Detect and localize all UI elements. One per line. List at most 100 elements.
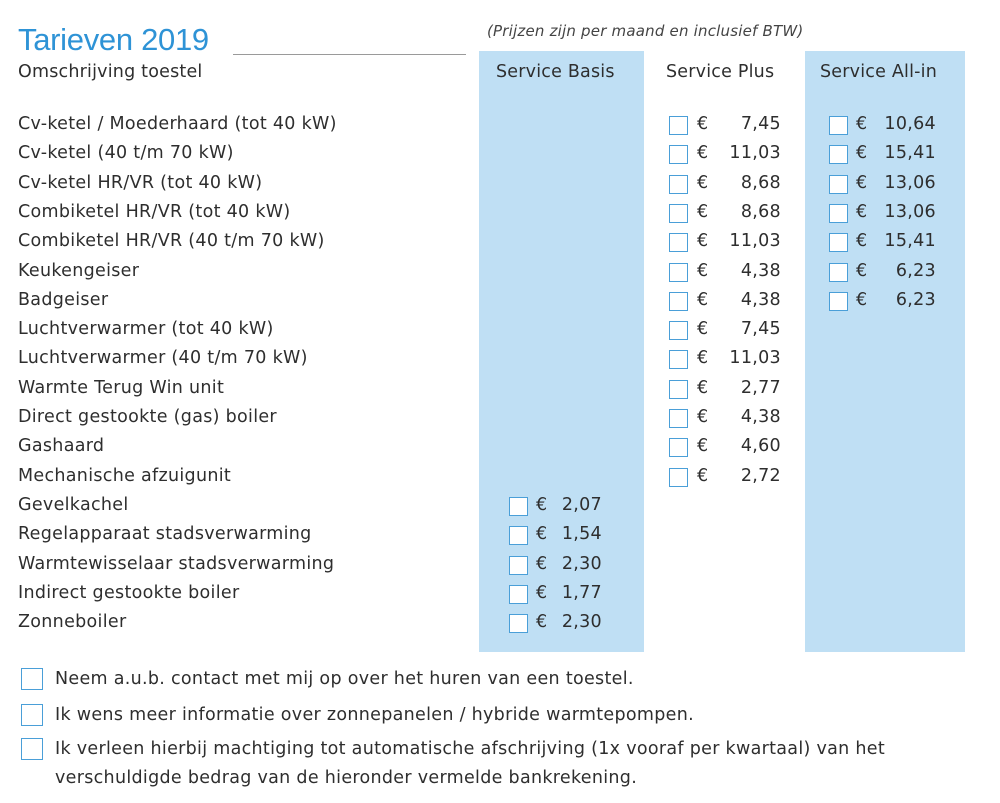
- checkbox-basis[interactable]: [509, 555, 528, 575]
- price-plus: 4,38: [740, 289, 781, 310]
- euro-sign: €: [536, 494, 548, 515]
- checkbox-plus[interactable]: [669, 291, 688, 311]
- checkbox-basis[interactable]: [509, 496, 528, 516]
- header-service-basis: Service Basis: [496, 62, 615, 82]
- euro-sign: €: [697, 114, 709, 134]
- euro-sign: €: [536, 582, 548, 603]
- euro-sign: €: [697, 319, 709, 340]
- title-underline: [233, 54, 466, 55]
- price-allin: 15,41: [884, 231, 936, 252]
- price-allin: 6,23: [895, 289, 936, 310]
- price-basis: 1,54: [561, 524, 602, 545]
- euro-sign: €: [856, 114, 868, 134]
- checkbox-plus[interactable]: [669, 379, 688, 399]
- row-label: Luchtverwarmer (40 t/m 70 kW): [18, 348, 308, 369]
- euro-sign: €: [856, 172, 868, 193]
- euro-sign: €: [536, 524, 548, 545]
- checkbox-plus[interactable]: [669, 321, 688, 341]
- euro-sign: €: [697, 172, 709, 193]
- row-label: Mechanische afzuigunit: [18, 465, 232, 486]
- checkbox-plus[interactable]: [669, 409, 688, 428]
- euro-sign: €: [856, 260, 868, 281]
- checkbox-basis[interactable]: [509, 614, 528, 634]
- price-plus: 4,38: [740, 260, 781, 281]
- checkbox-allin[interactable]: [829, 174, 848, 194]
- price-basis: 2,30: [561, 612, 602, 633]
- row-label: Badgeiser: [18, 289, 109, 310]
- price-plus: 8,68: [740, 201, 781, 222]
- checkbox-plus[interactable]: [669, 467, 688, 487]
- euro-sign: €: [536, 553, 548, 574]
- row-label: Cv-ketel / Moederhaard (tot 40 kW): [18, 114, 337, 134]
- row-label: Indirect gestookte boiler: [18, 582, 240, 603]
- row-label: Combiketel HR/VR (40 t/m 70 kW): [18, 231, 325, 252]
- euro-sign: €: [697, 407, 709, 427]
- option-text: Ik wens meer informatie over zonnepanele…: [55, 705, 694, 725]
- row-label: Luchtverwarmer (tot 40 kW): [18, 319, 274, 340]
- price-plus: 11,03: [729, 143, 781, 164]
- option-checkbox[interactable]: [21, 738, 43, 760]
- header-service-allin: Service All-in: [820, 62, 938, 82]
- option-checkbox[interactable]: [21, 704, 43, 726]
- row-label: Cv-ketel (40 t/m 70 kW): [18, 143, 234, 164]
- price-plus: 11,03: [729, 231, 781, 252]
- price-plus: 2,77: [740, 377, 781, 398]
- price-allin: 6,23: [895, 260, 936, 281]
- row-label: Gashaard: [18, 436, 105, 457]
- option-checkbox[interactable]: [21, 668, 43, 690]
- checkbox-allin[interactable]: [829, 291, 848, 311]
- euro-sign: €: [856, 201, 868, 222]
- euro-sign: €: [697, 465, 709, 486]
- row-label: Warmtewisselaar stadsverwarming: [18, 553, 335, 574]
- checkbox-plus[interactable]: [669, 438, 688, 458]
- header-description: Omschrijving toestel: [18, 62, 203, 82]
- checkbox-plus[interactable]: [669, 116, 688, 135]
- checkbox-allin[interactable]: [829, 203, 848, 223]
- row-label: Keukengeiser: [18, 260, 140, 281]
- checkbox-plus[interactable]: [669, 174, 688, 194]
- euro-sign: €: [697, 143, 709, 164]
- price-allin: 10,64: [884, 114, 936, 134]
- option-text: Neem a.u.b. contact met mij op over het …: [55, 669, 634, 689]
- checkbox-allin[interactable]: [829, 233, 848, 253]
- option-text: Ik verleen hierbij machtiging tot automa…: [55, 739, 886, 788]
- row-label: Direct gestookte (gas) boiler: [18, 407, 277, 427]
- column-allin-background: [805, 51, 965, 652]
- price-plus: 4,60: [740, 436, 781, 457]
- row-label: Zonneboiler: [18, 612, 127, 633]
- row-label: Cv-ketel HR/VR (tot 40 kW): [18, 172, 263, 193]
- price-allin: 13,06: [884, 201, 936, 222]
- checkbox-plus[interactable]: [669, 233, 688, 253]
- euro-sign: €: [697, 289, 709, 310]
- euro-sign: €: [856, 231, 868, 252]
- row-label: Gevelkachel: [18, 494, 129, 515]
- checkbox-plus[interactable]: [669, 203, 688, 223]
- price-plus: 11,03: [729, 348, 781, 369]
- checkbox-allin[interactable]: [829, 116, 848, 135]
- price-allin: 13,06: [884, 172, 936, 193]
- euro-sign: €: [697, 348, 709, 369]
- euro-sign: €: [536, 612, 548, 633]
- euro-sign: €: [856, 143, 868, 164]
- checkbox-basis[interactable]: [509, 526, 528, 546]
- checkbox-allin[interactable]: [829, 145, 848, 165]
- price-basis: 1,77: [561, 582, 602, 603]
- checkbox-plus[interactable]: [669, 350, 688, 370]
- row-label: Combiketel HR/VR (tot 40 kW): [18, 201, 291, 222]
- price-plus: 7,45: [740, 114, 781, 134]
- euro-sign: €: [856, 289, 868, 310]
- euro-sign: €: [697, 201, 709, 222]
- header-service-plus: Service Plus: [666, 62, 775, 82]
- euro-sign: €: [697, 231, 709, 252]
- euro-sign: €: [697, 260, 709, 281]
- price-plus: 7,45: [740, 319, 781, 340]
- euro-sign: €: [697, 436, 709, 457]
- checkbox-basis[interactable]: [509, 584, 528, 604]
- checkbox-allin[interactable]: [829, 262, 848, 282]
- price-allin: 15,41: [884, 143, 936, 164]
- checkbox-plus[interactable]: [669, 145, 688, 165]
- checkbox-plus[interactable]: [669, 262, 688, 282]
- title: Tarieven 2019: [18, 22, 209, 57]
- row-label: Regelapparaat stadsverwarming: [18, 524, 312, 545]
- price-plus: 4,38: [740, 407, 781, 427]
